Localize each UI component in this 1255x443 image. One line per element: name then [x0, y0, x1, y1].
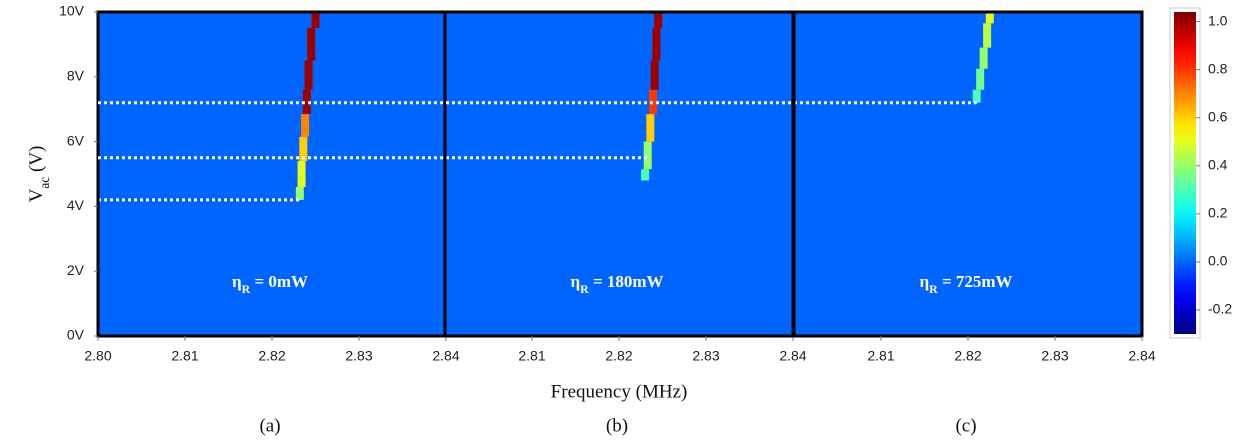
x-tick-label: 2.82 — [258, 348, 285, 364]
trace-cell — [299, 136, 308, 162]
x-tick-label: 2.84 — [432, 348, 459, 364]
x-axis-title: Frequency (MHz) — [551, 381, 688, 402]
trace-cell — [643, 141, 652, 170]
label-part: R — [929, 282, 938, 296]
label-part: (V) — [26, 146, 47, 177]
label-part: = 0mW — [250, 272, 308, 291]
heatmap-background — [98, 12, 446, 336]
label: Vac (V) — [26, 146, 51, 203]
colorbar-tick-label: 0.2 — [1208, 205, 1228, 221]
x-tick-label: 2.83 — [345, 348, 372, 364]
colorbar-tick-label: 0.6 — [1208, 108, 1228, 124]
y-tick-label: 2V — [67, 262, 85, 278]
x-tick-label: 2.81 — [867, 348, 894, 364]
label-part: ac — [37, 177, 52, 189]
heatmap-background — [794, 12, 1142, 336]
colorbar — [1174, 12, 1196, 334]
colorbar-tick-label: 0.4 — [1208, 156, 1228, 172]
label-part: = 725mW — [938, 272, 1013, 291]
trace-cell — [979, 47, 988, 69]
x-tick-label: 2.82 — [954, 348, 981, 364]
trace-cell — [972, 89, 981, 103]
label: ηR = 725mW — [919, 272, 1012, 296]
trace-cell — [641, 169, 650, 181]
colorbar-tick-label: 1.0 — [1208, 12, 1228, 28]
label: ηR = 180mW — [570, 272, 663, 296]
y-tick-label: 4V — [67, 197, 85, 213]
trace-cell — [650, 60, 659, 90]
panel-label: (a) — [259, 415, 280, 436]
x-tick-label: 2.84 — [1128, 348, 1155, 364]
trace-cell — [302, 89, 311, 115]
trace-cell — [311, 12, 320, 29]
label-part: R — [580, 282, 589, 296]
colorbar-tick-label: -0.2 — [1208, 301, 1232, 317]
trace-cell — [654, 12, 663, 29]
label-part: η — [919, 272, 929, 291]
x-tick-label: 2.83 — [1041, 348, 1068, 364]
label: ηR = 0mW — [232, 272, 308, 296]
x-tick-label: 2.80 — [84, 348, 111, 364]
label-part: η — [570, 272, 580, 291]
y-tick-label: 10V — [59, 3, 85, 19]
colorbar-tick-label: 0.8 — [1208, 60, 1228, 76]
heatmap-background — [445, 12, 793, 336]
x-tick-label: 2.82 — [605, 348, 632, 364]
trace-cell — [646, 114, 655, 142]
y-tick-label: 6V — [67, 132, 85, 148]
trace-cell — [295, 186, 304, 200]
trace-cell — [297, 161, 306, 187]
trace-cell — [983, 23, 992, 48]
x-tick-label: 2.81 — [518, 348, 545, 364]
x-tick-label: 2.84 — [779, 348, 806, 364]
trace-cell — [301, 114, 310, 137]
trace-cell — [985, 12, 994, 24]
y-tick-label: 0V — [67, 327, 85, 343]
trace-cell — [304, 60, 313, 90]
x-tick-label: 2.83 — [692, 348, 719, 364]
label-part: V — [26, 188, 47, 202]
colorbar-tick-label: 0.0 — [1208, 253, 1228, 269]
label-part: η — [232, 272, 242, 291]
panel-label: (b) — [606, 415, 628, 436]
trace-cell — [976, 68, 985, 90]
x-tick-label: 2.81 — [171, 348, 198, 364]
label-part: R — [242, 282, 251, 296]
label-part: = 180mW — [589, 272, 664, 291]
trace-cell — [307, 28, 316, 61]
panel-label: (c) — [955, 415, 976, 436]
y-tick-label: 8V — [67, 68, 85, 84]
trace-cell — [652, 28, 661, 61]
